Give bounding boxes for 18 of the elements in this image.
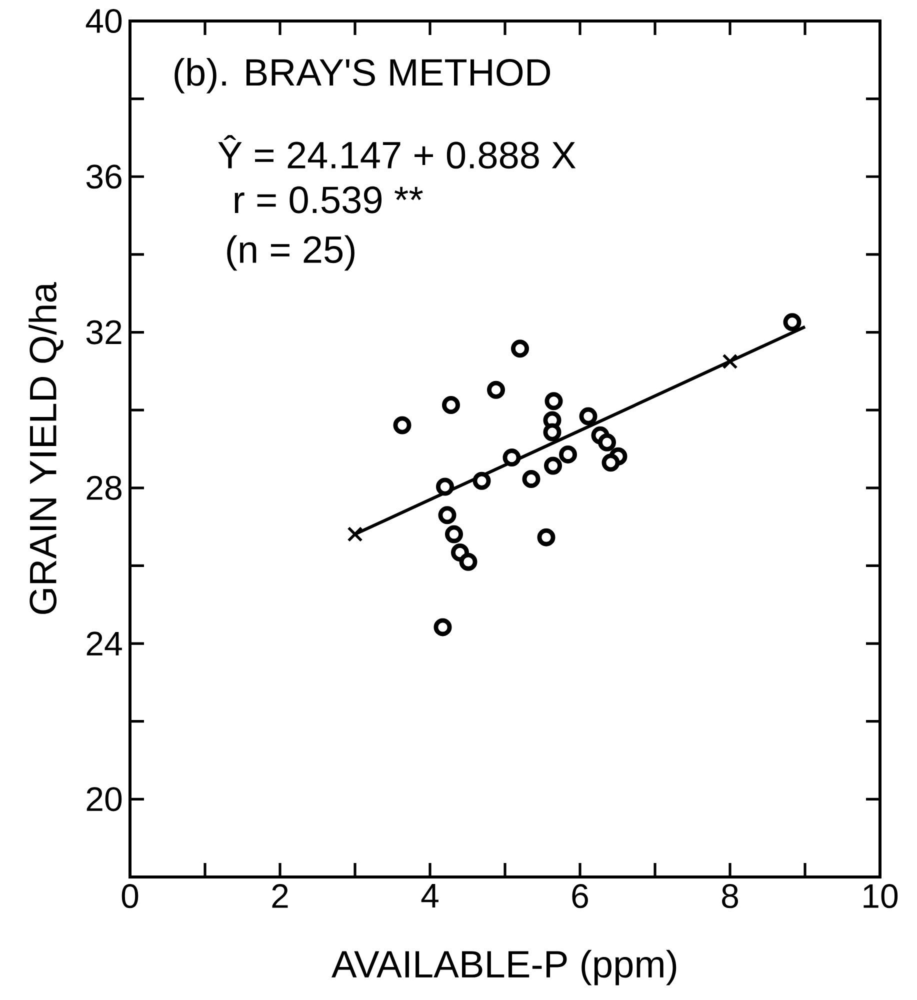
x-tick-label: 4	[421, 884, 438, 908]
annotation: (n = 25)	[227, 235, 354, 271]
x-tick-label: 0	[122, 884, 138, 908]
y-tick-label: 32	[86, 320, 122, 344]
y-tick-label: 24	[86, 632, 122, 656]
y-axis-title: GRAIN YIELD Q/ha	[28, 282, 64, 614]
y-tick-label: 28	[86, 476, 122, 500]
annotation: r = 0.539 **	[234, 186, 423, 214]
text: (b). BRAY'S METHOD	[174, 58, 550, 94]
x-tick-label: 6	[572, 884, 588, 908]
x-tick-label: 10	[864, 884, 898, 908]
x-tick-label: 8	[722, 884, 738, 908]
annotation: Ŷ = 24.147 + 0.888 X	[218, 135, 576, 169]
y-tick-label: 40	[86, 8, 122, 34]
y-tick-label: 36	[86, 164, 122, 189]
x-tick-label: 2	[272, 884, 288, 908]
y-tick-label: 20	[86, 787, 122, 812]
x-axis-title: AVAILABLE-P (ppm)	[332, 950, 676, 986]
